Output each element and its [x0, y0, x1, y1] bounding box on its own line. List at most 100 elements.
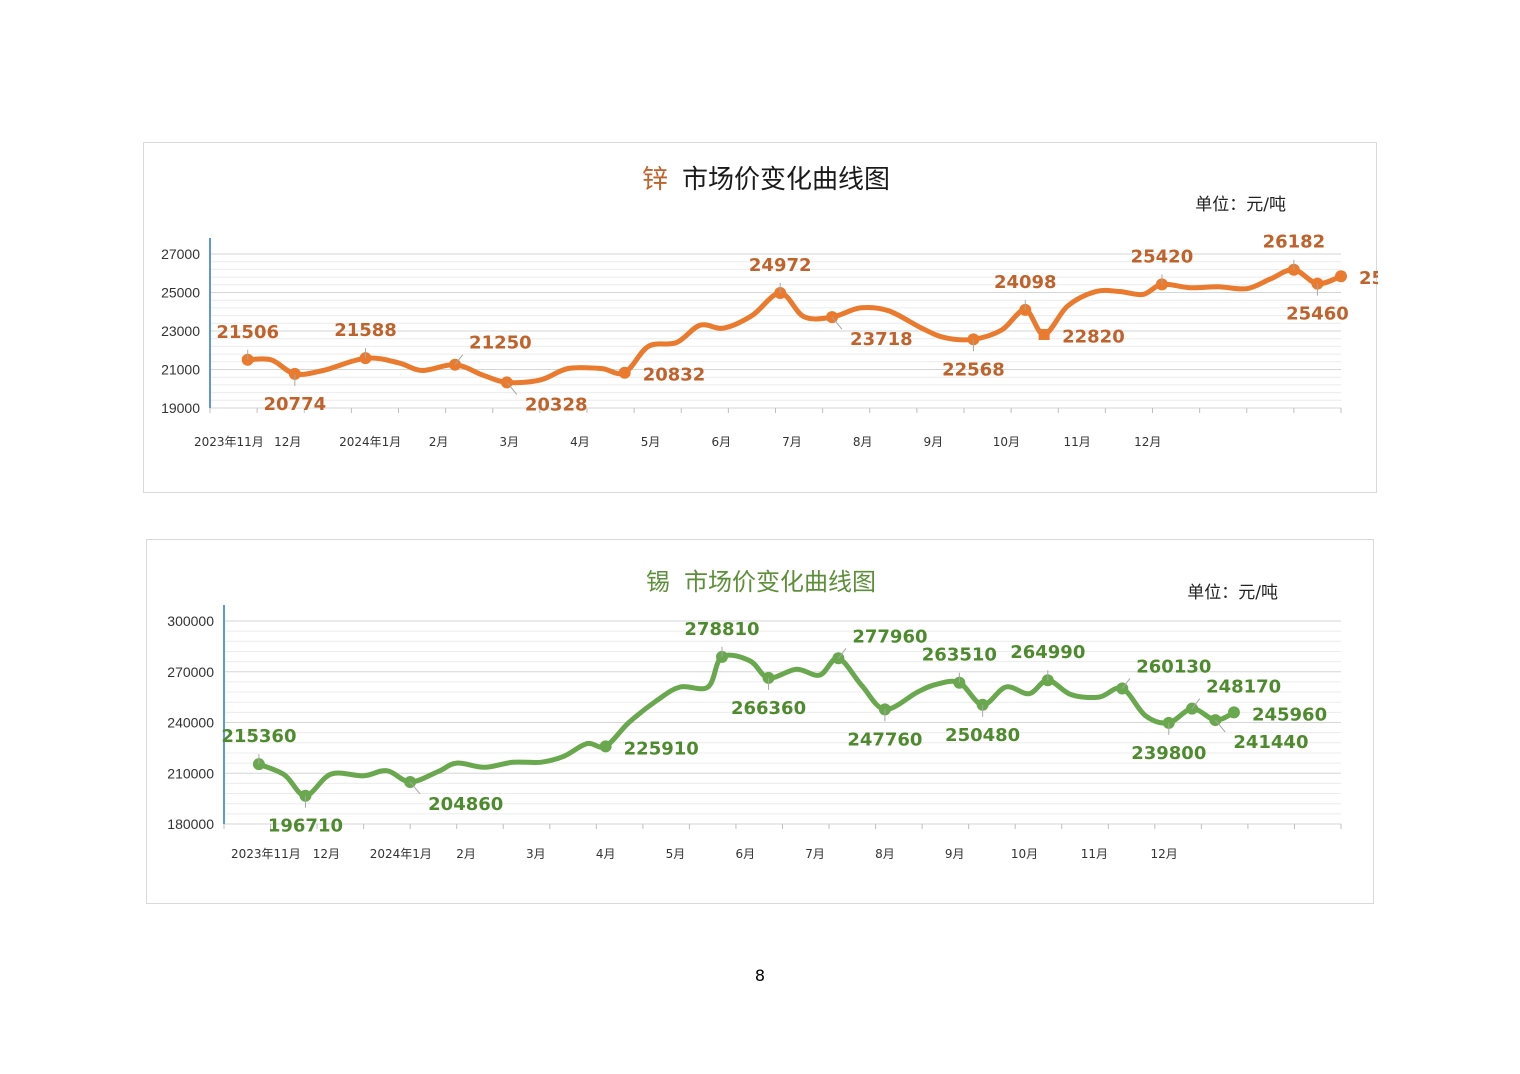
- data-label: 241440: [1233, 732, 1308, 753]
- data-marker: [967, 333, 980, 346]
- label-leader-line: [1191, 698, 1201, 709]
- x-tick-label: 2023年11月: [231, 847, 301, 861]
- x-tick-label: 5月: [641, 435, 661, 449]
- x-tick-label: 2024年1月: [339, 435, 401, 449]
- data-label: 264990: [1010, 642, 1085, 663]
- x-tick-label: 4月: [570, 435, 590, 449]
- data-label: 25846: [1359, 268, 1378, 289]
- data-marker: [1335, 270, 1347, 283]
- chart-title-text: 市场价变化曲线图: [684, 568, 876, 596]
- x-tick-label: 12月: [313, 847, 340, 861]
- x-tick-label: 2023年11月: [194, 435, 264, 449]
- data-label: 21588: [334, 320, 397, 341]
- x-tick-label: 3月: [526, 847, 546, 861]
- data-label: 26182: [1263, 232, 1326, 253]
- label-leader-line: [454, 354, 464, 365]
- price-line: [256, 652, 1237, 799]
- y-tick-label: 210000: [167, 765, 214, 781]
- x-tick-label: 12月: [1134, 435, 1161, 449]
- data-marker: [1162, 716, 1175, 729]
- chart-title-text: 市场价变化曲线图: [682, 165, 890, 195]
- data-label: 20328: [525, 394, 588, 415]
- data-label: 266360: [731, 698, 806, 719]
- label-leader-line: [1121, 678, 1131, 689]
- data-label: 24972: [749, 255, 812, 276]
- data-label: 277960: [852, 626, 927, 647]
- data-label: 24098: [994, 272, 1057, 293]
- unit-label: 单位：元/吨: [1195, 195, 1286, 215]
- data-label: 22820: [1062, 326, 1125, 347]
- chart-title-metal: 锌: [642, 165, 668, 195]
- data-label: 25420: [1131, 246, 1194, 267]
- y-tick-label: 300000: [167, 613, 214, 629]
- zinc-chart-svg: 锌市场价变化曲线图单位：元/吨 19000 21000 23000 25000 27000…: [161, 165, 1378, 449]
- tin-chart-svg: 锡市场价变化曲线图单位：元/吨 180000 210000 240000 270000 3…: [167, 568, 1342, 861]
- data-label: 22568: [942, 359, 1005, 380]
- x-tick-label: 9月: [924, 435, 944, 449]
- unit-label: 单位：元/吨: [1187, 583, 1278, 603]
- zinc-price-chart: 锌市场价变化曲线图 单位：元/吨 19000 21000 23000 25000 27000…: [143, 142, 1378, 493]
- data-label: 247760: [847, 729, 922, 750]
- data-label: 239800: [1131, 743, 1206, 764]
- x-tick-label: 7月: [782, 435, 802, 449]
- data-label: 25460: [1286, 304, 1349, 325]
- data-label: 23718: [850, 329, 913, 350]
- price-line: [245, 267, 1344, 386]
- page-number: 8: [754, 966, 766, 985]
- chart-title-metal: 锡: [646, 568, 670, 596]
- y-tick-label: 23000: [161, 323, 200, 339]
- data-label: 250480: [945, 725, 1020, 746]
- y-tick-label: 25000: [161, 285, 200, 301]
- label-leader-line: [409, 781, 421, 795]
- x-tick-label: 2月: [456, 847, 476, 861]
- x-tick-label: 3月: [499, 435, 519, 449]
- data-marker: [241, 353, 254, 366]
- x-tick-label: 2024年1月: [370, 847, 432, 861]
- data-label: 263510: [922, 645, 997, 666]
- y-tick-label: 240000: [167, 715, 214, 731]
- label-leader-line: [506, 382, 518, 395]
- data-label: 260130: [1136, 656, 1211, 677]
- x-tick-label: 6月: [735, 847, 755, 861]
- x-tick-label: 8月: [853, 435, 873, 449]
- data-label: 196710: [268, 816, 343, 837]
- data-marker: [762, 671, 775, 684]
- data-label: 21250: [469, 333, 532, 354]
- x-tick-label: 11月: [1081, 847, 1108, 861]
- y-tick-label: 27000: [161, 246, 200, 262]
- chart-title: 锌市场价变化曲线图: [642, 165, 890, 195]
- x-tick-label: 4月: [596, 847, 616, 861]
- data-label: 278810: [684, 619, 759, 640]
- data-marker: [1227, 706, 1240, 719]
- x-tick-label: 12月: [1151, 847, 1178, 861]
- data-marker: [1116, 682, 1129, 695]
- x-tick-label: 6月: [711, 435, 731, 449]
- data-marker: [252, 758, 265, 771]
- data-marker: [599, 740, 612, 753]
- x-tick-label: 12月: [274, 435, 301, 449]
- x-tick-label: 9月: [945, 847, 965, 861]
- x-tick-label: 11月: [1063, 435, 1090, 449]
- data-marker: [1038, 328, 1050, 340]
- data-label: 21506: [216, 322, 279, 343]
- data-label: 245960: [1252, 704, 1327, 725]
- x-tick-label: 5月: [666, 847, 686, 861]
- y-tick-label: 180000: [167, 816, 214, 832]
- data-label: 20832: [643, 365, 706, 386]
- data-label: 215360: [221, 726, 296, 747]
- tin-price-chart: 锡市场价变化曲线图单位：元/吨 180000 210000 240000 270000 3…: [146, 539, 1374, 904]
- x-tick-label: 2月: [429, 435, 449, 449]
- data-marker: [1209, 714, 1222, 727]
- x-tick-label: 7月: [805, 847, 825, 861]
- label-leader-line: [1214, 719, 1226, 733]
- data-label: 248170: [1206, 677, 1281, 698]
- x-tick-label: 8月: [875, 847, 895, 861]
- label-leader-line: [837, 647, 847, 659]
- y-tick-label: 270000: [167, 664, 214, 680]
- chart-title: 锡市场价变化曲线图: [646, 568, 876, 596]
- label-leader-line: [831, 316, 843, 330]
- x-tick-label: 10月: [993, 435, 1020, 449]
- data-marker: [299, 789, 312, 802]
- y-tick-label: 19000: [161, 400, 200, 416]
- data-label: 20774: [264, 394, 327, 415]
